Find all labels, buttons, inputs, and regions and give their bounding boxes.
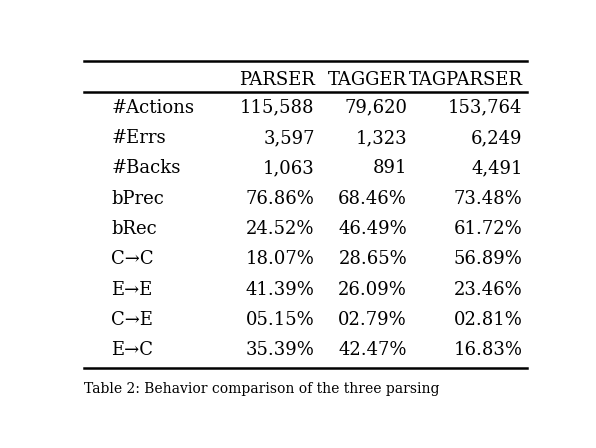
Text: 76.86%: 76.86% — [246, 190, 315, 208]
Text: 4,491: 4,491 — [471, 159, 523, 177]
Text: 153,764: 153,764 — [448, 99, 523, 116]
Text: C→E: C→E — [111, 311, 153, 329]
Text: 56.89%: 56.89% — [454, 250, 523, 268]
Text: 1,063: 1,063 — [263, 159, 315, 177]
Text: 73.48%: 73.48% — [454, 190, 523, 208]
Text: 891: 891 — [372, 159, 407, 177]
Text: #Errs: #Errs — [111, 129, 166, 147]
Text: 68.46%: 68.46% — [338, 190, 407, 208]
Text: 46.49%: 46.49% — [339, 220, 407, 238]
Text: PARSER: PARSER — [239, 71, 315, 89]
Text: 02.79%: 02.79% — [339, 311, 407, 329]
Text: C→C: C→C — [111, 250, 154, 268]
Text: 05.15%: 05.15% — [246, 311, 315, 329]
Text: 26.09%: 26.09% — [338, 281, 407, 299]
Text: E→C: E→C — [111, 341, 153, 359]
Text: TAGPARSER: TAGPARSER — [408, 71, 523, 89]
Text: 41.39%: 41.39% — [246, 281, 315, 299]
Text: 1,323: 1,323 — [355, 129, 407, 147]
Text: 23.46%: 23.46% — [454, 281, 523, 299]
Text: 16.83%: 16.83% — [454, 341, 523, 359]
Text: 61.72%: 61.72% — [454, 220, 523, 238]
Text: Table 2: Behavior comparison of the three parsing: Table 2: Behavior comparison of the thre… — [83, 382, 439, 396]
Text: TAGGER: TAGGER — [328, 71, 407, 89]
Text: 79,620: 79,620 — [344, 99, 407, 116]
Text: 02.81%: 02.81% — [454, 311, 523, 329]
Text: 35.39%: 35.39% — [246, 341, 315, 359]
Text: 18.07%: 18.07% — [246, 250, 315, 268]
Text: 115,588: 115,588 — [240, 99, 315, 116]
Text: 42.47%: 42.47% — [339, 341, 407, 359]
Text: bRec: bRec — [111, 220, 157, 238]
Text: 6,249: 6,249 — [471, 129, 523, 147]
Text: 28.65%: 28.65% — [339, 250, 407, 268]
Text: #Backs: #Backs — [111, 159, 181, 177]
Text: bPrec: bPrec — [111, 190, 164, 208]
Text: 3,597: 3,597 — [263, 129, 315, 147]
Text: E→E: E→E — [111, 281, 153, 299]
Text: #Actions: #Actions — [111, 99, 194, 116]
Text: 24.52%: 24.52% — [246, 220, 315, 238]
